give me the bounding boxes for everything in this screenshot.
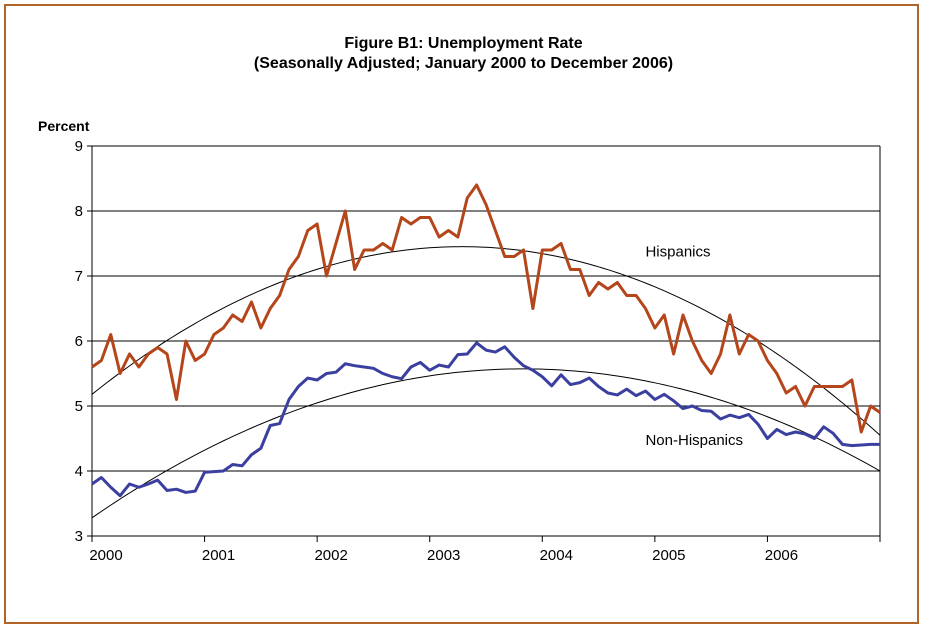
trendlines	[91, 246, 881, 519]
series-lines	[91, 183, 881, 498]
x-tick-label-2001: 2001	[202, 547, 235, 564]
axes	[87, 145, 881, 542]
x-tick-label-2002: 2002	[314, 547, 347, 564]
chart-subtitle: (Seasonally Adjusted; January 2000 to De…	[253, 55, 674, 72]
trendline-non-hispanics	[91, 368, 881, 519]
x-tick-label-2005: 2005	[652, 547, 685, 564]
x-tick-label-2000: 2000	[89, 547, 122, 564]
y-tick-label-4: 4	[75, 463, 83, 480]
annotation-hispanics: Hispanics	[645, 244, 710, 261]
x-tick-label-2003: 2003	[427, 547, 460, 564]
y-tick-label-7: 7	[75, 268, 83, 285]
y-axis-label: Percent	[38, 118, 90, 134]
series-line-hispanics	[91, 183, 881, 434]
chart-title-block: Figure B1: Unemployment Rate (Seasonally…	[0, 34, 927, 74]
chart-title: Figure B1: Unemployment Rate	[344, 35, 583, 52]
y-tick-label-3: 3	[75, 528, 83, 545]
y-tick-label-8: 8	[75, 203, 83, 220]
x-tick-label-2006: 2006	[765, 547, 798, 564]
gridlines	[92, 145, 880, 537]
series-line-non-hispanics	[91, 341, 880, 498]
annotations: Hispanics Non-Hispanics	[645, 244, 743, 450]
x-tick-label-2004: 2004	[540, 547, 573, 564]
annotation-non-hispanics: Non-Hispanics	[645, 432, 743, 449]
y-tick-label-6: 6	[75, 333, 83, 350]
y-tick-label-9: 9	[75, 138, 83, 155]
figure-frame	[4, 4, 919, 624]
y-tick-label-5: 5	[75, 398, 83, 415]
x-tick-labels: 2000 2001 2002 2003 2004 2005 2006	[89, 547, 798, 564]
y-tick-labels: 3 4 5 6 7 8 9	[75, 138, 83, 545]
